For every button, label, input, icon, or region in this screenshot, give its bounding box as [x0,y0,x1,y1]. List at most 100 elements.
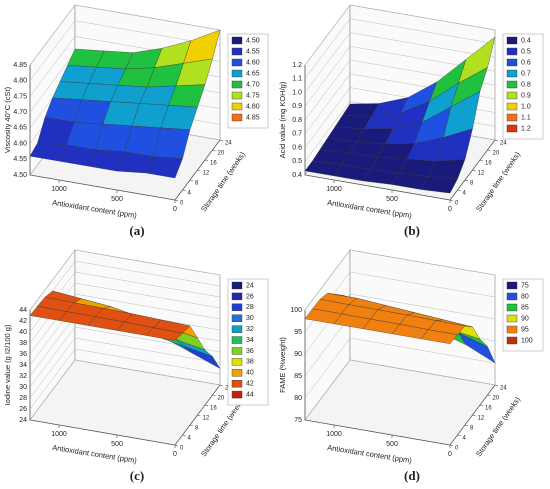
y-tick-label: 20 [493,151,500,157]
x-tick-label: 1000 [326,431,342,438]
box-edge [304,65,496,201]
grid-line [304,4,496,66]
legend-swatch [231,314,243,322]
y-tick [449,199,454,202]
legend-swatch [231,80,243,89]
legend-label: 100 [521,337,533,344]
legend-label: 34 [246,337,254,344]
z-tick-label: 4.70 [13,109,27,116]
grid-line [29,326,221,388]
z-tick-label: 4.55 [13,156,27,163]
y-tick [182,434,186,437]
legend-swatch [231,47,243,56]
legend-label: 4.50 [246,37,260,44]
y-tick-label: 0 [180,446,184,452]
box-edge [29,65,221,201]
y-tick [479,404,484,407]
y-tick-label: 8 [470,181,474,187]
legend-swatch [231,379,243,388]
y-tick [212,149,216,152]
surface-patch [145,327,183,341]
grid-line [304,32,496,93]
z-tick-label: 30 [19,384,27,391]
z-tick-label: 100 [290,307,302,314]
x-tick-label: 0 [448,206,452,213]
legend-swatch [506,69,518,78]
legend-label: 36 [246,348,254,355]
y-tick-label: 20 [218,151,225,157]
z-tick-label: 1.0 [292,89,302,96]
panel-label: (d) [404,468,420,483]
legend-swatch [506,58,518,67]
legend-label: 1.2 [521,125,531,132]
legend-swatch [231,369,243,377]
surface-patch [420,176,458,194]
legend-swatch [231,390,243,399]
y-tick-label: 24 [225,141,232,147]
y-tick-label: 4 [188,191,192,197]
y-tick [197,414,201,417]
y-axis-title: Storage time (weeks) [474,395,522,459]
y-tick [219,139,224,142]
legend-label: 32 [246,326,254,333]
x-tick-label: 500 [386,196,398,203]
y-tick-label: 16 [210,161,217,167]
y-tick [472,414,476,417]
legend-swatch [231,91,243,100]
box-edge [304,310,496,446]
z-tick-label: 28 [19,395,27,402]
y-tick-label: 12 [478,416,485,422]
x-tick-label: 1000 [326,186,342,193]
legend-swatch [231,36,243,45]
y-axis-title: Storage time (weeks) [199,150,247,214]
legend-label: 4.70 [246,81,260,88]
y-tick-label: 8 [195,426,199,432]
x-tick-label: 0 [173,206,177,213]
x-tick-label: 0 [448,451,452,458]
z-tick-label: 34 [19,362,27,369]
z-tick-label: 90 [294,351,302,358]
z-tick-label: 4.80 [13,78,27,85]
legend-label: 30 [246,315,254,322]
y-tick [212,394,216,397]
legend-swatch [231,358,243,366]
legend-swatch [506,91,518,100]
z-tick-label: 4.50 [13,172,27,179]
z-tick-label: 4.65 [13,125,27,132]
z-tick-label: 4.75 [13,93,27,100]
y-axis-title: Storage time (weeks) [474,150,522,214]
z-tick-label: 42 [19,318,27,325]
y-tick-label: 12 [203,171,210,177]
x-tick-label: 500 [111,196,123,203]
z-axis-title: Acid value (mg KOH/g) [278,81,287,158]
y-tick-label: 20 [493,396,500,402]
x-axis-title: Antioxidant content (ppm) [52,198,138,220]
x-tick-label: 1000 [51,431,67,438]
y-tick [219,384,224,387]
z-tick-label: 4.60 [13,140,27,147]
z-tick-label: 44 [19,307,27,314]
legend-swatch [506,113,518,122]
legend-label: 4.80 [246,103,260,110]
legend-swatch [231,113,243,122]
y-tick-label: 0 [180,201,184,207]
y-tick-label: 4 [188,436,192,442]
legend-label: 44 [246,391,254,398]
x-tick-label: 500 [111,441,123,448]
legend-label: 24 [246,282,254,289]
legend-label: 0.9 [521,92,531,99]
legend-label: 0.6 [521,59,531,66]
surface-patch [420,329,458,344]
y-tick [494,384,499,387]
y-tick [464,424,469,427]
z-axis-title: FAME (%weight) [278,337,287,393]
z-tick-label: 0.5 [292,158,302,165]
z-tick-label: 0.9 [292,103,302,110]
y-tick-label: 24 [500,386,507,392]
legend-label: 28 [246,304,254,311]
legend-label: 4.65 [246,70,260,77]
legend-label: 95 [521,326,529,333]
legend-label: 42 [246,381,254,388]
z-tick-label: 24 [19,417,27,424]
y-tick [457,189,461,192]
